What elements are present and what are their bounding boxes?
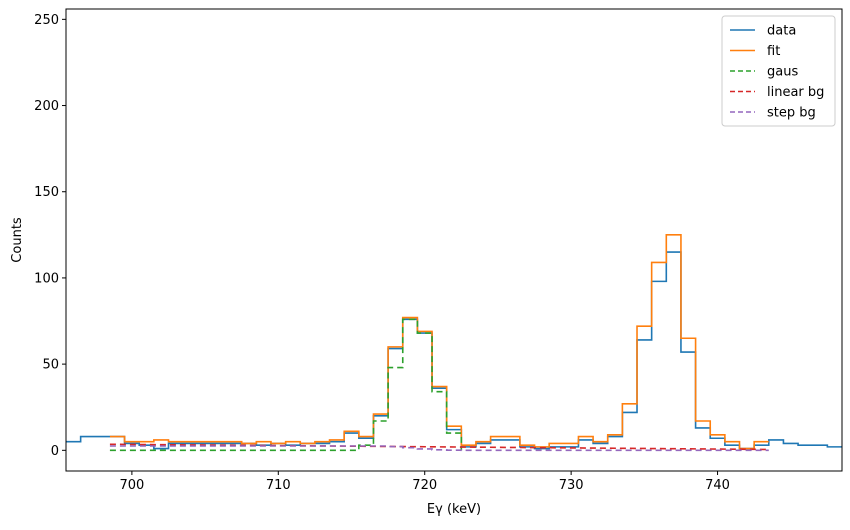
x-axis-title: Eγ (keV) (427, 502, 481, 517)
y-tick-label: 100 (34, 271, 59, 286)
x-tick-label: 720 (412, 478, 437, 493)
legend-label: fit (767, 44, 780, 59)
x-tick-label: 700 (119, 478, 144, 493)
legend-label: step bg (767, 106, 816, 121)
legend: data fit gaus linear bg step bg (721, 15, 836, 127)
x-tick-label: 730 (559, 478, 584, 493)
y-tick-label: 0 (51, 444, 59, 459)
series-line-gaus (109, 318, 463, 452)
y-tick-label: 150 (34, 185, 59, 200)
legend-label: data (767, 24, 796, 39)
ticks-layer: 700 710 720 730 740 0 50 100 150 200 250 (34, 13, 730, 493)
y-tick-label: 50 (42, 358, 59, 373)
legend-box (721, 15, 836, 127)
x-tick-label: 710 (266, 478, 291, 493)
series-line-step-bg (109, 445, 769, 452)
y-tick-label: 250 (34, 13, 59, 28)
x-tick-label: 740 (705, 478, 730, 493)
series-layer (66, 234, 842, 452)
legend-label: gaus (767, 65, 798, 80)
legend-label: linear bg (767, 85, 824, 100)
plot-frame (65, 8, 843, 472)
y-tick-label: 200 (34, 99, 59, 114)
series-line-data (66, 251, 842, 450)
y-axis-title: Counts (10, 217, 25, 263)
